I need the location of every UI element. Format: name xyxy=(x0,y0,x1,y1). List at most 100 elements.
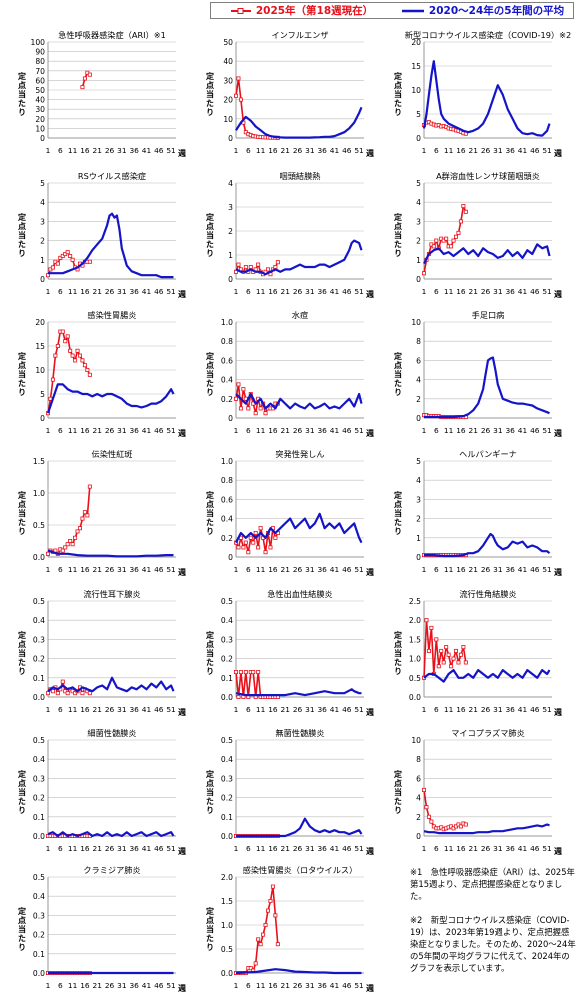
series-2025-point xyxy=(261,535,266,540)
x-tick-label: 31 xyxy=(305,565,315,574)
series-2025-point xyxy=(236,695,241,700)
series-2025-line xyxy=(47,330,91,414)
x-tick-label: 21 xyxy=(281,565,291,574)
x-tick-label: 46 xyxy=(342,287,352,296)
series-2025-point xyxy=(243,540,248,545)
footnote-2: ※2 新型コロナウイルス感染症（COVID-19）は、2023年第19週より、定… xyxy=(410,915,576,973)
series-2025-point xyxy=(46,691,51,696)
x-tick-label: 21 xyxy=(469,844,479,853)
x-tick-label: 31 xyxy=(493,565,503,574)
series-2025-point xyxy=(446,415,451,420)
x-unit-label: 週 xyxy=(366,708,374,717)
x-tick-label: 6 xyxy=(246,565,251,574)
y-tick-label: 0.6 xyxy=(221,356,233,365)
y-axis-label: 定点当たり xyxy=(206,212,215,258)
x-tick-label: 51 xyxy=(166,146,176,155)
y-tick-label: 6 xyxy=(416,774,421,783)
x-tick-label: 26 xyxy=(293,146,303,155)
chart-title: 咽頭結膜熱 xyxy=(280,171,321,181)
series-2025-point xyxy=(80,85,85,90)
x-tick-label: 6 xyxy=(246,844,251,853)
series-2025-point xyxy=(236,382,241,387)
series-2025-point xyxy=(53,971,58,976)
series-2025-point xyxy=(275,135,280,140)
x-tick-label: 36 xyxy=(317,981,327,990)
series-2025-point xyxy=(265,531,270,536)
y-axis-label: 定点当たり xyxy=(206,490,215,536)
x-tick-label: 16 xyxy=(80,565,90,574)
x-tick-label: 1 xyxy=(234,287,239,296)
series-2025-point xyxy=(263,923,268,928)
y-tick-label: 0.3 xyxy=(33,911,45,920)
series-2025-point xyxy=(424,120,429,125)
y-tick-label: 0.0 xyxy=(409,693,421,702)
x-tick-label: 16 xyxy=(268,426,278,435)
series-2025-point xyxy=(82,259,87,264)
series-2025-line xyxy=(235,261,279,276)
series-2025-point xyxy=(48,834,53,839)
series-2025-point xyxy=(275,260,280,265)
series-2025-line xyxy=(235,383,278,415)
series-2025-point xyxy=(444,826,449,831)
series-2025-point xyxy=(444,645,449,650)
y-tick-label: 0 xyxy=(416,553,421,562)
series-2025-line xyxy=(423,121,466,135)
series-2025-point xyxy=(434,553,439,558)
x-tick-label: 51 xyxy=(166,705,176,714)
x-tick-label: 16 xyxy=(268,146,278,155)
x-tick-label: 51 xyxy=(166,287,176,296)
x-tick-label: 21 xyxy=(469,287,479,296)
x-tick-label: 21 xyxy=(93,565,103,574)
series-2025-point xyxy=(60,679,65,684)
x-tick-label: 51 xyxy=(542,426,552,435)
series-2025-point xyxy=(253,267,258,272)
x-tick-label: 51 xyxy=(354,426,364,435)
x-tick-label: 26 xyxy=(105,844,115,853)
series-2025-point xyxy=(431,671,436,676)
chart-title: 感染性胃腸炎（ロタウイルス） xyxy=(243,865,358,875)
x-tick-label: 41 xyxy=(518,146,528,155)
y-tick-label: 2 xyxy=(416,395,421,404)
y-tick-label: 5 xyxy=(416,457,421,466)
series-2025-point xyxy=(436,414,441,419)
x-tick-label: 26 xyxy=(481,287,491,296)
series-2025-point xyxy=(63,834,68,839)
x-tick-label: 51 xyxy=(166,981,176,990)
series-2025-point xyxy=(270,834,275,839)
x-tick-label: 46 xyxy=(530,287,540,296)
series-2025-point xyxy=(268,545,273,550)
x-tick-label: 6 xyxy=(58,565,63,574)
footnotes: ※1 急性呼吸器感染症（ARI）は、2025年第15週より、定点把握感染症となり… xyxy=(410,866,576,986)
x-tick-label: 41 xyxy=(142,565,152,574)
x-tick-label: 26 xyxy=(105,705,115,714)
series-2025-point xyxy=(273,695,278,700)
series-2025-point xyxy=(85,834,90,839)
y-axis-label: 定点当たり xyxy=(394,212,403,258)
y-tick-label: 0.4 xyxy=(221,755,233,764)
x-tick-label: 11 xyxy=(68,426,78,435)
x-tick-label: 16 xyxy=(80,426,90,435)
x-tick-label: 6 xyxy=(58,844,63,853)
series-2025-point xyxy=(58,255,63,260)
series-2025-point xyxy=(246,269,251,274)
series-2025-point xyxy=(50,265,55,270)
series-2025-point xyxy=(456,553,461,558)
y-axis-label: 定点当たり xyxy=(18,630,27,676)
series-2025-point xyxy=(431,122,436,127)
series-2025-line xyxy=(423,205,467,274)
series-average-line xyxy=(47,549,174,558)
x-tick-label: 1 xyxy=(46,565,51,574)
series-2025-point xyxy=(270,267,275,272)
series-2025-point xyxy=(436,664,441,669)
x-tick-label: 26 xyxy=(481,844,491,853)
x-tick-label: 11 xyxy=(68,565,78,574)
series-2025-line xyxy=(235,77,278,139)
series-2025-point xyxy=(75,971,80,976)
series-2025-point xyxy=(258,526,263,531)
series-2025-point xyxy=(80,263,85,268)
x-tick-label: 16 xyxy=(456,287,466,296)
x-tick-label: 16 xyxy=(456,565,466,574)
